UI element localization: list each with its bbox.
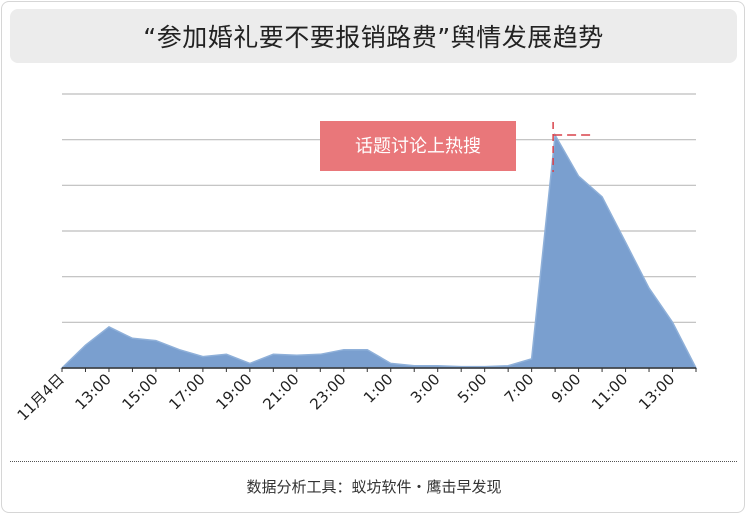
- x-tick-label: 21:00: [259, 370, 302, 413]
- area-fill: [60, 132, 698, 369]
- annotation-group: 话题讨论上热搜: [320, 121, 592, 172]
- title-bar: “参加婚礼要不要报销路费”舆情发展趋势: [10, 9, 737, 63]
- x-tick-label: 11:00: [588, 370, 631, 413]
- x-tick-label: 3:00: [407, 370, 444, 407]
- x-tick-label: 23:00: [306, 370, 349, 413]
- x-tick-label: 13:00: [635, 370, 678, 413]
- annotation-label: 话题讨论上热搜: [355, 136, 481, 157]
- x-tick-label: 7:00: [501, 370, 538, 407]
- x-tick-label: 5:00: [454, 370, 491, 407]
- x-tick-label: 9:00: [548, 370, 585, 407]
- x-axis: 11月4日 13:00 15:00 17:00 19:00 21:00 23:00 1:00 3…: [14, 367, 697, 424]
- x-tick-label: 11月4日: [14, 370, 68, 424]
- footer-divider: [10, 461, 737, 462]
- footer-source: 数据分析工具：蚁坊软件・鹰击早发现: [246, 478, 502, 496]
- chart-title: “参加婚礼要不要报销路费”舆情发展趋势: [143, 23, 604, 52]
- x-tick-label: 1:00: [360, 370, 397, 407]
- trend-chart: 11月4日 13:00 15:00 17:00 19:00 21:00 23:00 1:00 3…: [14, 93, 698, 424]
- x-tick-label: 19:00: [212, 370, 255, 413]
- x-tick-label: 13:00: [71, 370, 114, 413]
- annotation-box: [320, 121, 516, 171]
- area-series: [60, 132, 698, 369]
- x-tick-label: 15:00: [118, 370, 161, 413]
- x-tick-label: 17:00: [165, 370, 208, 413]
